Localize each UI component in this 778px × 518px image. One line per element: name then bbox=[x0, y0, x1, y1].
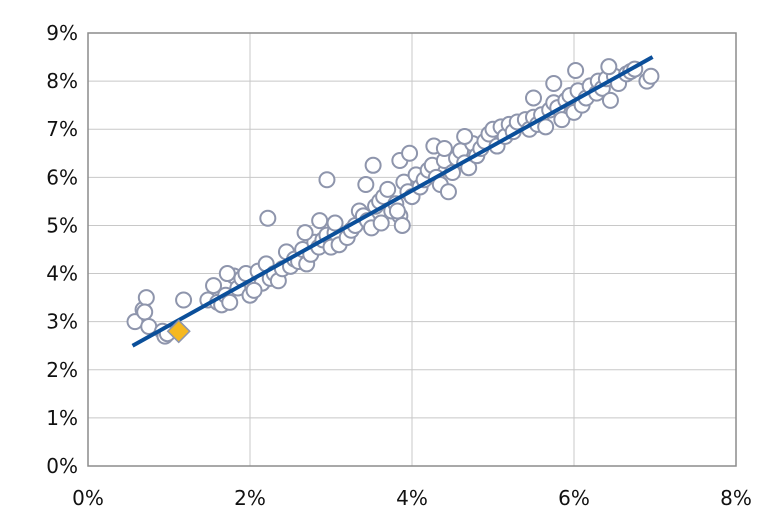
scatter-point bbox=[326, 214, 344, 232]
x-tick-label: 8% bbox=[720, 486, 752, 510]
scatter-point bbox=[567, 62, 585, 80]
scatter-point bbox=[296, 224, 314, 242]
scatter-point bbox=[401, 144, 419, 162]
scatter-point bbox=[218, 265, 236, 283]
scatter-point bbox=[537, 118, 555, 136]
scatter-point bbox=[642, 67, 660, 85]
scatter-point bbox=[525, 89, 542, 107]
y-axis-tick-labels: 0% 1% 2% 3% 4% 5% 6% 7% 8% 9% bbox=[46, 21, 78, 478]
scatter-point bbox=[601, 91, 619, 109]
y-tick-label: 9% bbox=[46, 21, 78, 45]
scatter-point bbox=[393, 216, 411, 234]
scatter-point bbox=[245, 281, 263, 299]
scatter-point bbox=[388, 202, 406, 220]
scatter-point bbox=[137, 289, 155, 307]
scatter-point bbox=[364, 156, 382, 174]
highlight-diamond-point bbox=[166, 319, 191, 344]
scatter-point bbox=[545, 75, 563, 93]
scatter-point bbox=[175, 291, 193, 309]
y-tick-label: 2% bbox=[46, 358, 78, 382]
y-tick-label: 8% bbox=[46, 69, 78, 93]
trend-line bbox=[131, 55, 654, 348]
x-tick-label: 2% bbox=[234, 486, 266, 510]
y-tick-label: 4% bbox=[46, 262, 78, 286]
grid-lines bbox=[88, 33, 736, 466]
x-axis-tick-labels: 0% 2% 4% 6% 8% bbox=[72, 486, 752, 510]
plot-frame bbox=[87, 32, 737, 467]
scatter-point bbox=[372, 214, 390, 232]
y-tick-label: 7% bbox=[46, 117, 78, 141]
scatter-point bbox=[456, 127, 474, 145]
trend-line-layer bbox=[131, 55, 654, 348]
scatter-point bbox=[259, 209, 277, 227]
y-tick-label: 6% bbox=[46, 165, 78, 189]
scatter-point bbox=[600, 58, 618, 76]
y-tick-label: 1% bbox=[46, 406, 78, 430]
y-tick-label: 0% bbox=[46, 454, 78, 478]
x-tick-label: 0% bbox=[72, 486, 104, 510]
scatter-point bbox=[357, 176, 375, 194]
scatter-point bbox=[553, 111, 571, 129]
highlight-point-layer bbox=[166, 319, 191, 344]
x-tick-label: 4% bbox=[396, 486, 428, 510]
x-tick-label: 6% bbox=[558, 486, 590, 510]
scatter-point bbox=[318, 171, 336, 189]
scatter-point bbox=[221, 293, 239, 311]
y-tick-label: 5% bbox=[46, 213, 78, 237]
scatter-point bbox=[379, 180, 397, 198]
scatter-point bbox=[205, 277, 223, 295]
scatter-point bbox=[136, 303, 154, 321]
scatter-point bbox=[439, 183, 457, 201]
scatter-point bbox=[311, 212, 329, 230]
y-tick-label: 3% bbox=[46, 310, 78, 334]
scatter-point bbox=[435, 139, 453, 157]
